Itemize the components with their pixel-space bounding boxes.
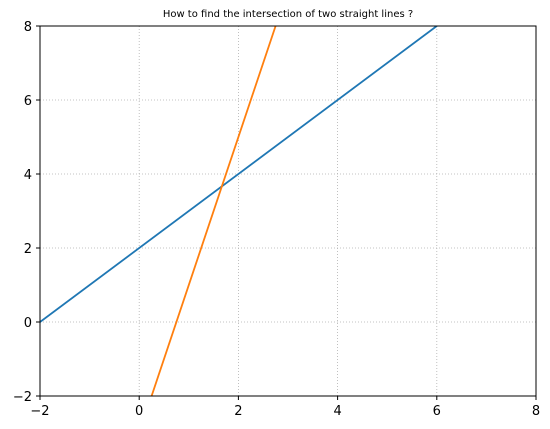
chart-title: How to find the intersection of two stra… xyxy=(163,9,413,20)
series-layer xyxy=(40,26,438,396)
x-tick-label: 0 xyxy=(135,404,143,419)
grid xyxy=(39,25,537,397)
y-tick-label: 6 xyxy=(24,94,32,109)
y-tick-label: 4 xyxy=(24,168,32,183)
x-tick-label: 2 xyxy=(234,404,242,419)
x-tick-label: 6 xyxy=(433,404,441,419)
y-tick-label: 8 xyxy=(24,20,32,35)
series-line-1 xyxy=(40,26,438,323)
ticks: −2 0 2 4 6 8 −2 0 2 4 6 8 xyxy=(13,20,540,419)
y-tick-label: −2 xyxy=(13,390,32,405)
plot-frame xyxy=(39,25,537,397)
y-tick-label: 0 xyxy=(24,316,32,331)
series-line-2 xyxy=(150,26,277,396)
x-tick-label: −2 xyxy=(30,404,49,419)
x-tick-label: 8 xyxy=(532,404,540,419)
y-tick-label: 2 xyxy=(24,242,32,257)
x-tick-label: 4 xyxy=(333,404,341,419)
